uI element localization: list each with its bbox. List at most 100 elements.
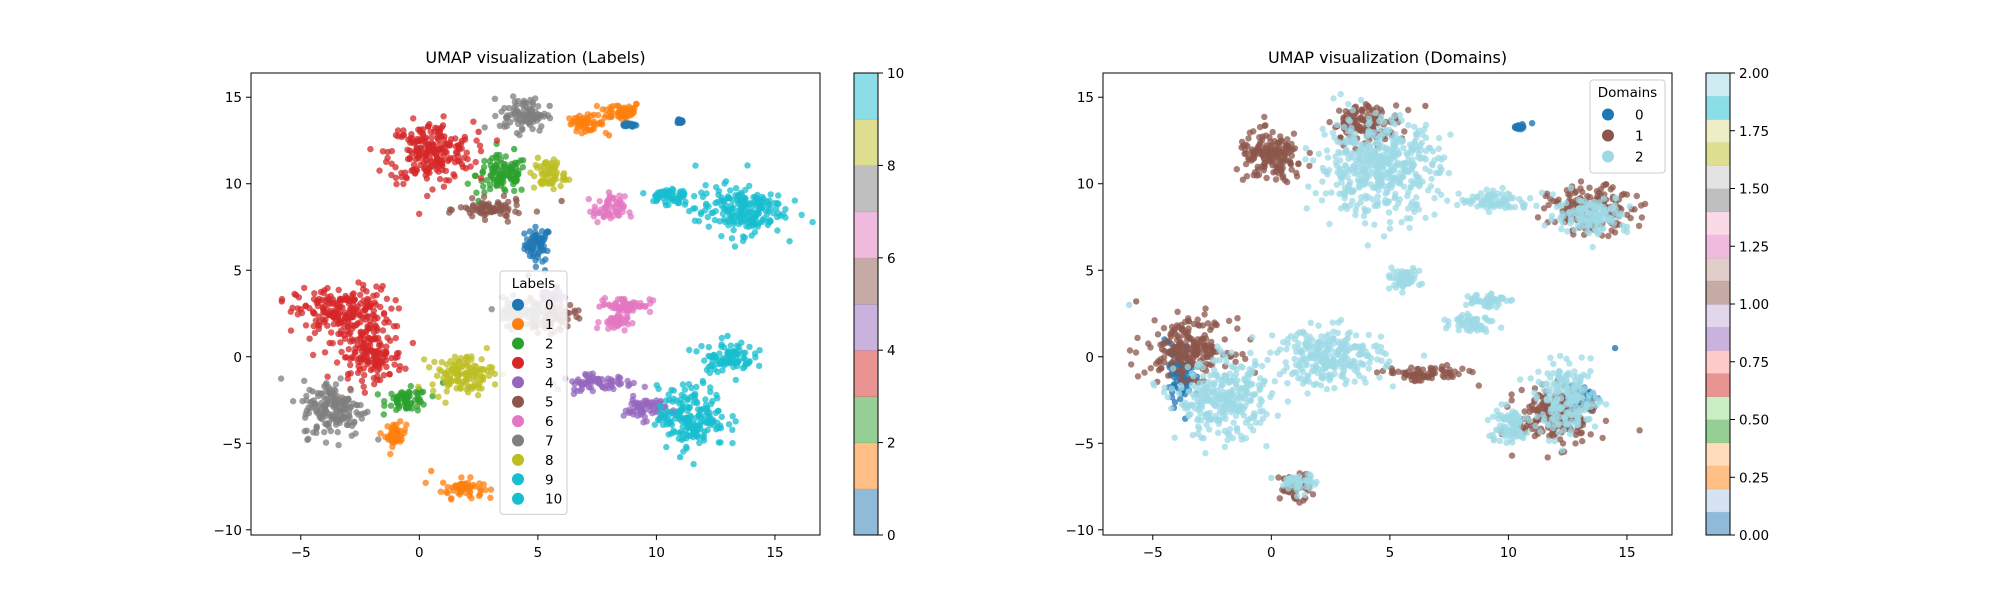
- scatter-point: [1633, 192, 1641, 200]
- scatter-point: [1336, 171, 1343, 179]
- scatter-point: [665, 190, 672, 198]
- scatter-point: [1242, 160, 1250, 168]
- scatter-point: [619, 208, 626, 215]
- scatter-point: [415, 383, 422, 390]
- scatter-point: [1605, 232, 1612, 240]
- scatter-point: [630, 379, 637, 387]
- scatter-point: [1134, 334, 1141, 342]
- scatter-point: [440, 113, 447, 120]
- scatter-point: [373, 283, 380, 290]
- scatter-point: [1207, 372, 1214, 379]
- scatter-point: [1215, 420, 1223, 427]
- colorbar-segment: [854, 257, 878, 305]
- scatter-point: [756, 362, 763, 370]
- scatter-point: [1607, 186, 1615, 193]
- scatter-point: [520, 117, 528, 125]
- scatter-point: [329, 300, 337, 307]
- scatter-point: [347, 329, 354, 337]
- scatter-point: [1194, 316, 1201, 323]
- scatter-point: [1193, 363, 1201, 370]
- scatter-point: [1593, 211, 1600, 218]
- scatter-point: [1333, 162, 1341, 169]
- legend-marker: [512, 395, 524, 408]
- scatter-point: [1272, 176, 1280, 183]
- scatter-point: [1359, 106, 1366, 113]
- scatter-point: [320, 289, 327, 296]
- scatter-point: [573, 387, 581, 395]
- scatter-point: [593, 102, 601, 110]
- scatter-point: [378, 358, 386, 366]
- scatter-point: [1188, 370, 1195, 377]
- scatter-point: [397, 418, 404, 425]
- scatter-point: [510, 175, 518, 182]
- scatter-point: [1249, 380, 1256, 388]
- scatter-point: [1511, 124, 1519, 131]
- scatter-point: [1583, 217, 1590, 225]
- scatter-point: [1428, 160, 1436, 168]
- scatter-point: [1175, 390, 1183, 397]
- scatter-point: [579, 378, 586, 386]
- scatter-point: [641, 383, 648, 390]
- scatter-point: [686, 207, 693, 215]
- scatter-point: [1254, 163, 1261, 170]
- colorbar-segment: [854, 119, 878, 166]
- scatter-point: [422, 148, 430, 155]
- scatter-point: [596, 198, 603, 205]
- colorbar-tick-label: 6: [887, 251, 896, 267]
- scatter-point: [763, 198, 770, 205]
- scatter-point: [376, 376, 384, 384]
- scatter-point: [1418, 377, 1425, 384]
- scatter-point: [310, 296, 318, 303]
- scatter-point: [461, 370, 468, 377]
- legend-marker: [512, 473, 524, 486]
- scatter-point: [500, 192, 508, 199]
- scatter-point: [696, 439, 703, 447]
- scatter-point: [1315, 150, 1323, 158]
- scatter-point: [1171, 434, 1178, 441]
- scatter-point: [542, 159, 549, 166]
- scatter-point: [363, 357, 370, 364]
- scatter-point: [462, 376, 469, 383]
- scatter-point: [450, 154, 458, 162]
- colorbar-segment: [854, 350, 878, 397]
- scatter-point: [1306, 162, 1313, 170]
- scatter-point: [701, 412, 708, 419]
- scatter-point: [560, 170, 568, 177]
- colorbar-segment: [854, 304, 878, 351]
- scatter-point: [617, 320, 624, 327]
- scatter-point: [629, 320, 636, 327]
- scatter-point: [677, 396, 684, 404]
- scatter-point: [1563, 199, 1570, 207]
- scatter-point: [692, 162, 699, 169]
- scatter-point: [1284, 136, 1291, 143]
- scatter-point: [1233, 425, 1241, 432]
- scatter-point: [523, 100, 530, 107]
- scatter-point: [465, 389, 472, 396]
- scatter-point: [443, 488, 450, 496]
- scatter-point: [1179, 370, 1186, 377]
- scatter-point: [314, 302, 322, 310]
- scatter-point: [463, 353, 470, 360]
- scatter-point: [392, 334, 399, 342]
- scatter-point: [477, 147, 485, 155]
- scatter-point: [502, 114, 510, 121]
- scatter-point: [311, 329, 319, 337]
- scatter-point: [302, 410, 309, 418]
- scatter-point: [354, 320, 361, 327]
- scatter-point: [442, 177, 450, 184]
- scatter-point: [526, 228, 534, 235]
- scatter-point: [393, 180, 400, 188]
- scatter-point: [605, 211, 613, 218]
- scatter-point: [1335, 148, 1342, 156]
- scatter-point: [1422, 214, 1429, 222]
- scatter-point: [1417, 142, 1424, 149]
- scatter-point: [1330, 95, 1337, 102]
- scatter-point: [1269, 128, 1276, 136]
- scatter-point: [1171, 374, 1178, 381]
- scatter-point: [1303, 205, 1310, 212]
- scatter-point: [1549, 191, 1557, 198]
- scatter-point: [365, 325, 372, 332]
- scatter-point: [402, 403, 410, 411]
- scatter-point: [1402, 371, 1410, 378]
- scatter-point: [1166, 338, 1173, 345]
